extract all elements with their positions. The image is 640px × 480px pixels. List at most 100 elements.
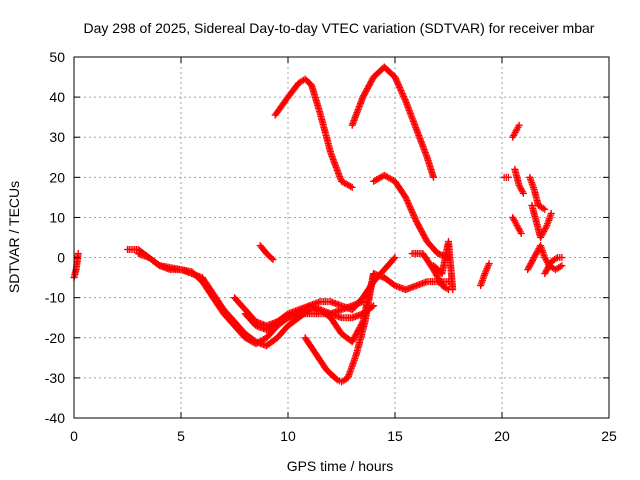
- data-point: [268, 254, 276, 262]
- y-tick-label: -10: [45, 290, 65, 306]
- data-point: [485, 260, 493, 268]
- data-point: [402, 195, 410, 203]
- data-point: [543, 265, 551, 273]
- data-point: [398, 88, 406, 96]
- series-arc-g: [271, 75, 356, 191]
- axis-ticks: 0 5 10 15 20 25 -40 -30 -20 -10 0 10 20 30 40 50: [45, 49, 617, 444]
- data-point: [347, 183, 355, 191]
- x-tick-label: 0: [70, 428, 78, 444]
- data-point: [524, 266, 532, 274]
- grid: [74, 57, 609, 418]
- data-point: [407, 205, 415, 213]
- data-point: [519, 188, 527, 196]
- data-point: [528, 257, 536, 265]
- data-point: [558, 254, 566, 262]
- series-arc-p: [509, 121, 523, 141]
- data-point: [538, 230, 546, 238]
- data-point: [408, 207, 416, 215]
- data-point: [404, 198, 412, 206]
- data-point: [482, 266, 490, 274]
- data-point: [533, 248, 541, 256]
- data-point: [542, 268, 550, 276]
- y-tick-label: -30: [45, 370, 65, 386]
- y-tick-label: -20: [45, 330, 65, 346]
- data-point: [524, 264, 532, 272]
- data-point: [542, 223, 550, 231]
- data-point: [537, 232, 545, 240]
- data-point: [531, 252, 539, 260]
- data-point: [348, 183, 356, 191]
- data-point: [541, 224, 549, 232]
- data-point: [404, 199, 412, 207]
- y-tick-label: 10: [49, 209, 65, 225]
- data-point: [394, 81, 402, 89]
- data-point: [402, 193, 410, 201]
- data-point: [396, 84, 404, 92]
- data-point: [530, 254, 538, 262]
- series-arc-i: [348, 63, 438, 181]
- data-point: [516, 228, 524, 236]
- data-point: [533, 249, 541, 257]
- data-point: [552, 255, 560, 263]
- data-point: [391, 254, 399, 262]
- data-point: [547, 209, 555, 217]
- data-point: [504, 173, 512, 181]
- data-point: [399, 91, 407, 99]
- y-tick-label: 50: [49, 49, 65, 65]
- data-point: [390, 255, 398, 263]
- data-point: [154, 261, 162, 269]
- y-tick-label: 20: [49, 169, 65, 185]
- data-point: [540, 227, 548, 235]
- series-arc-l: [408, 250, 452, 294]
- data-point: [529, 255, 537, 263]
- data-point: [406, 202, 414, 210]
- data-point: [528, 258, 536, 266]
- y-tick-label: 40: [49, 89, 65, 105]
- y-axis-label: SDTVAR / TECUs: [6, 181, 22, 293]
- data-point: [449, 286, 457, 294]
- x-tick-label: 10: [280, 428, 296, 444]
- data-point: [558, 262, 566, 270]
- data-point: [482, 268, 490, 276]
- data-point: [519, 189, 527, 197]
- data-point: [392, 75, 400, 83]
- data-point: [532, 251, 540, 259]
- data-point: [398, 90, 406, 98]
- data-point: [541, 270, 549, 278]
- data-point: [396, 85, 404, 93]
- data-point: [541, 205, 549, 213]
- data-point: [394, 79, 402, 87]
- data-point: [484, 263, 492, 271]
- x-tick-label: 5: [177, 428, 185, 444]
- data-point: [395, 82, 403, 90]
- data-point: [527, 260, 535, 268]
- y-tick-label: 30: [49, 129, 65, 145]
- data-point: [411, 214, 419, 222]
- series-arc-q: [511, 165, 527, 197]
- data-point: [408, 208, 416, 216]
- data-point: [74, 250, 82, 258]
- data-point: [391, 73, 399, 81]
- data-point: [537, 234, 545, 241]
- data-point: [525, 263, 533, 271]
- data-point: [484, 261, 492, 269]
- data-point: [539, 204, 547, 212]
- series-arc-u: [528, 201, 555, 241]
- x-tick-label: 20: [494, 428, 510, 444]
- data-point: [483, 265, 491, 273]
- x-axis-label: GPS time / hours: [287, 458, 394, 474]
- chart-title: Day 298 of 2025, Sidereal Day-to-day VTE…: [84, 20, 595, 36]
- data-point: [393, 78, 401, 86]
- series-arc-r: [509, 213, 525, 237]
- series-arc-m: [430, 238, 457, 294]
- series-arc-j: [370, 171, 452, 262]
- series-arc-h: [301, 270, 378, 386]
- x-tick-label: 25: [601, 428, 617, 444]
- series-arc-d: [231, 254, 399, 330]
- data-point: [410, 211, 418, 219]
- series-arc-n: [477, 260, 493, 290]
- data-point: [541, 226, 549, 234]
- data-point: [397, 87, 405, 95]
- series-arc-f: [256, 242, 277, 264]
- data-point: [400, 93, 408, 101]
